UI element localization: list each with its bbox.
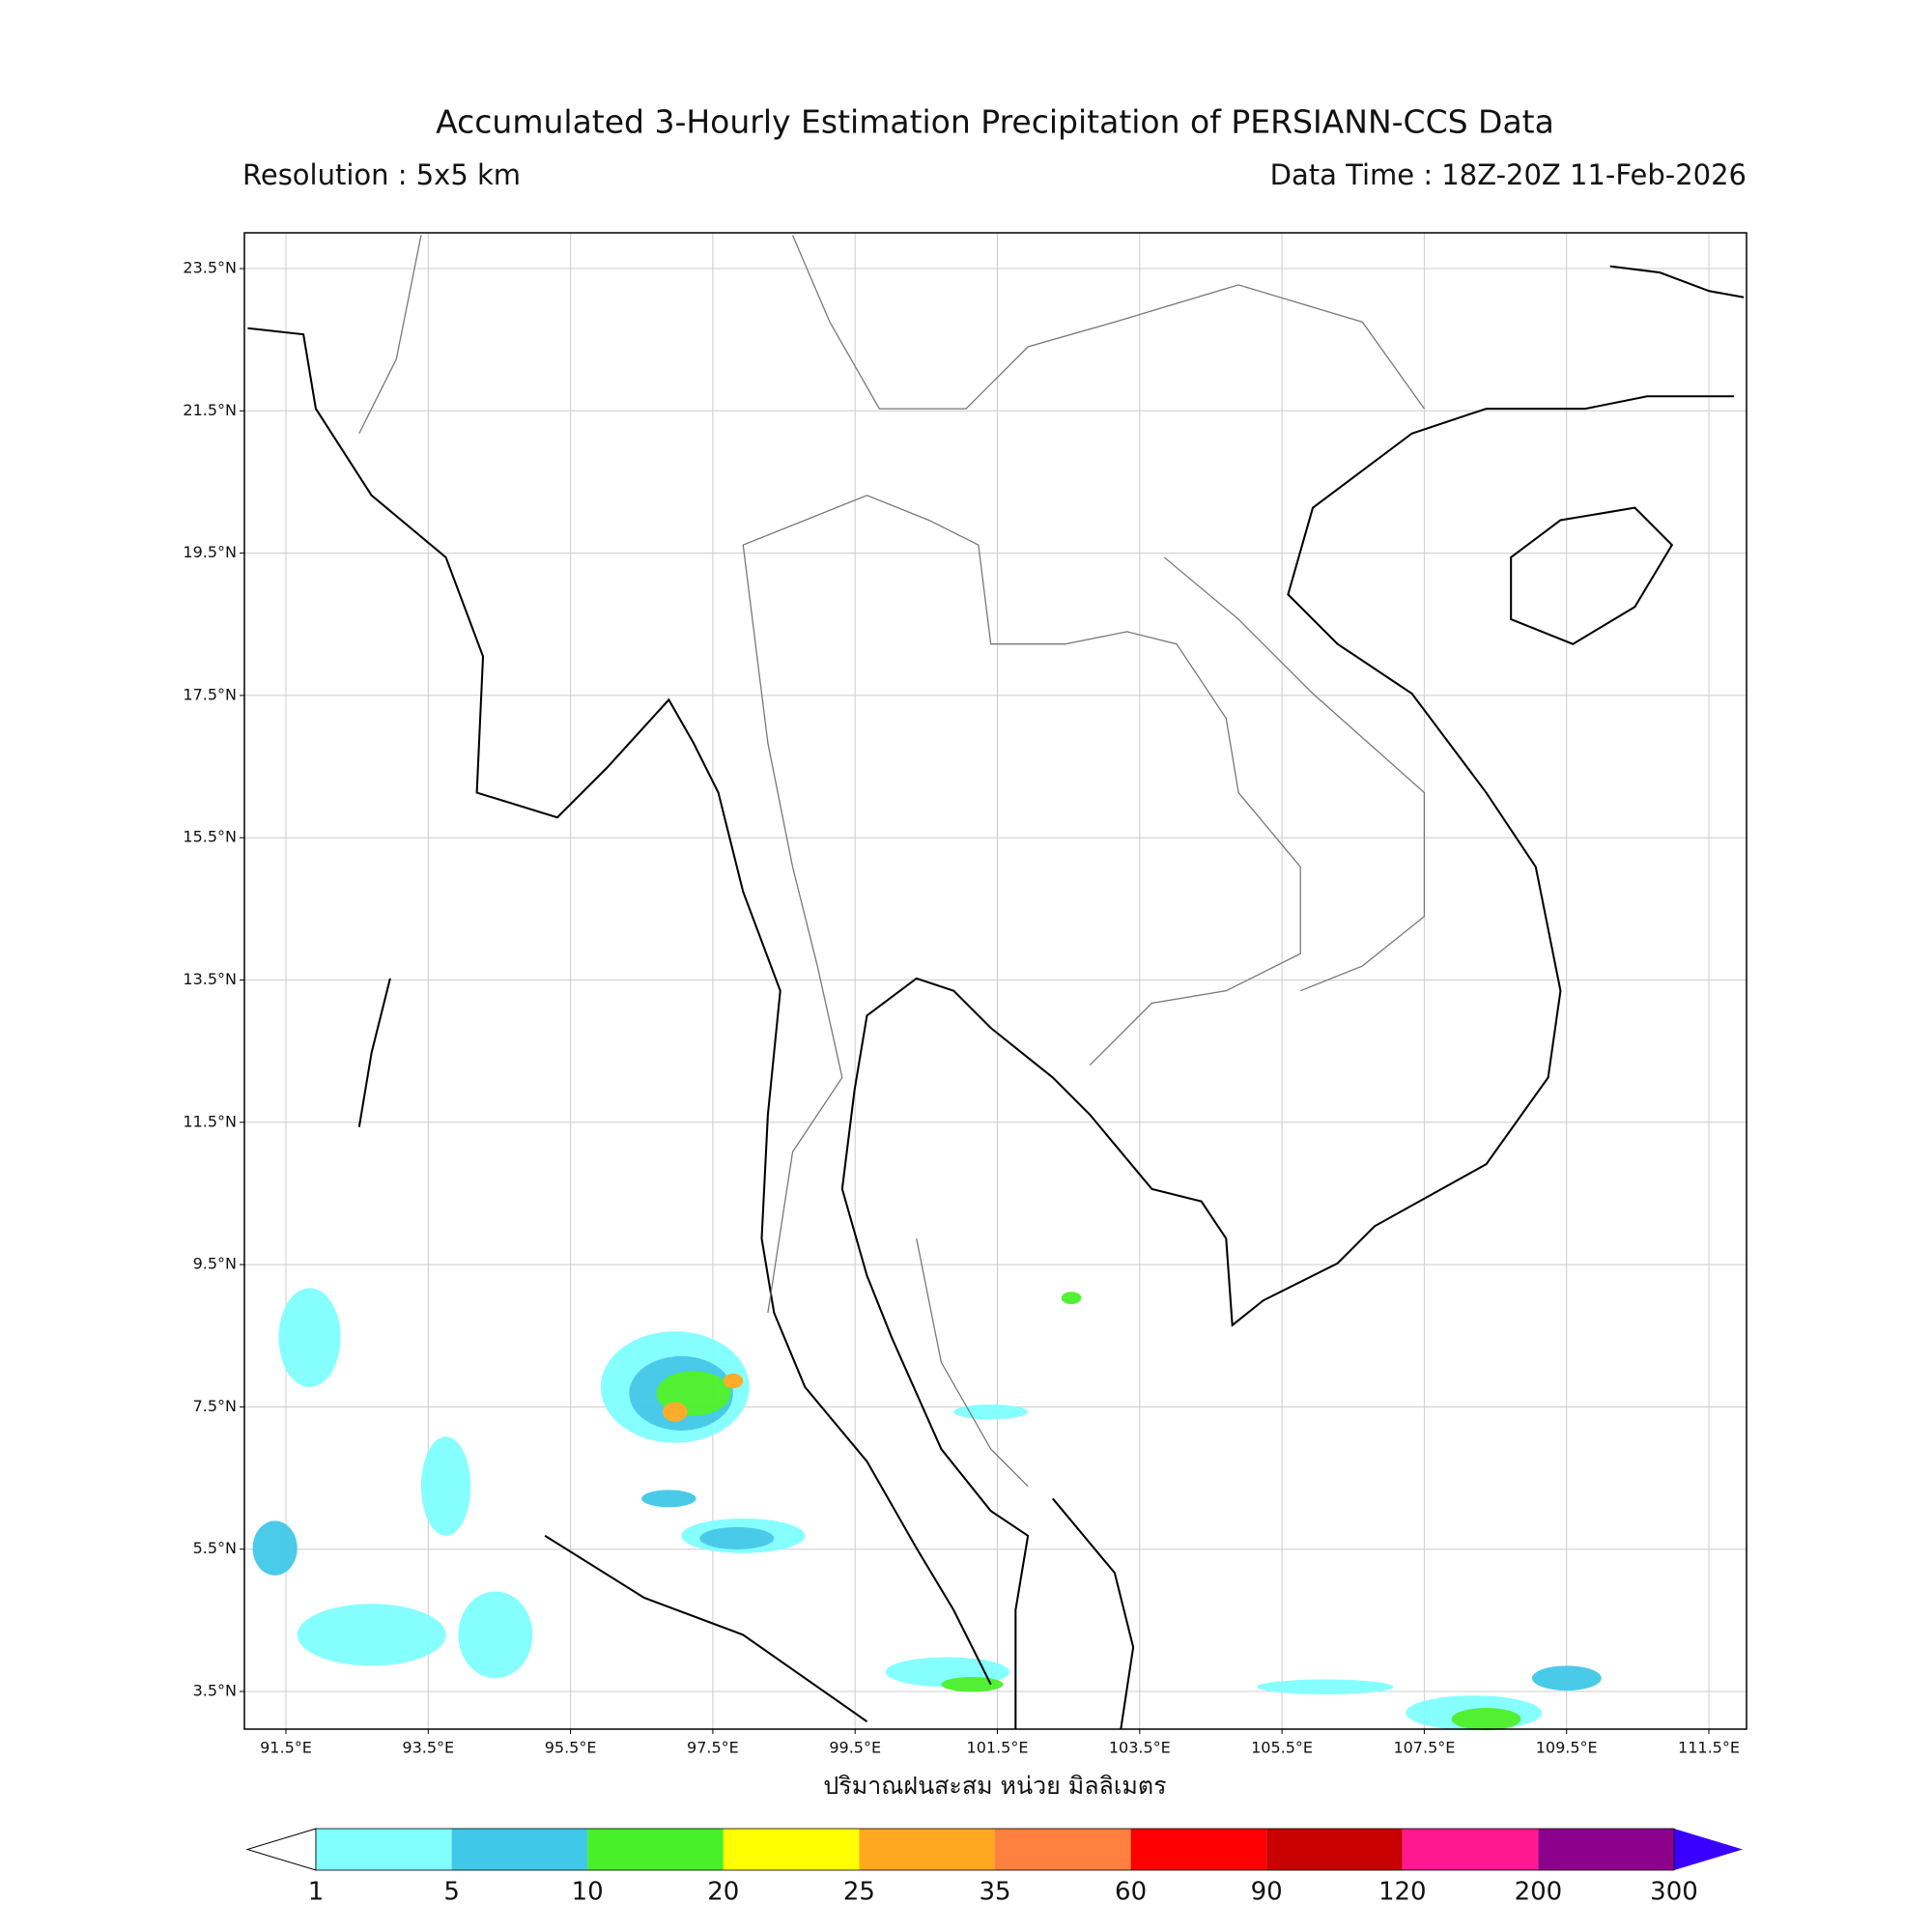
colorbar-label: 300 [1650,1878,1698,1907]
colorbar-label: 60 [1115,1878,1147,1907]
lat-tick-label: 11.5°N [183,1112,237,1130]
colorbar-box [1402,1829,1539,1870]
colorbar-label: 90 [1251,1878,1283,1907]
lon-tick-label: 99.5°E [829,1739,881,1757]
colorbar-label: 35 [979,1878,1010,1907]
lat-tick-label: 17.5°N [183,685,237,703]
colorbar-box [1538,1829,1674,1870]
lon-tick-label: 109.5°E [1536,1739,1598,1757]
colorbar-box [995,1829,1131,1870]
colorbar-box [587,1829,724,1870]
colorbar-outline [315,1828,1675,1871]
lon-tick-label: 103.5°E [1109,1739,1171,1757]
colorbar-box [723,1829,860,1870]
lon-tick-label: 95.5°E [545,1739,597,1757]
colorbar-over [1674,1829,1743,1870]
lat-tick-label: 9.5°N [193,1255,237,1273]
colorbar-box [1266,1829,1403,1870]
colorbar-box [316,1829,452,1870]
lon-tick-label: 93.5°E [402,1739,454,1757]
colorbar-label: 200 [1515,1878,1563,1907]
colorbar-label: 1 [308,1878,325,1907]
title: Accumulated 3-Hourly Estimation Precipit… [436,103,1554,141]
lon-tick-label: 101.5°E [967,1739,1029,1757]
lat-tick-label: 21.5°N [183,401,237,419]
lat-tick-label: 19.5°N [183,543,237,561]
lat-tick-label: 15.5°N [183,828,237,846]
colorbar-label: 10 [572,1878,604,1907]
colorbar-label: 20 [707,1878,739,1907]
lat-tick-label: 13.5°N [183,970,237,988]
colorbar-label: 120 [1378,1878,1427,1907]
lon-tick-label: 111.5°E [1678,1739,1740,1757]
geography [247,235,1745,1731]
lat-tick-label: 5.5°N [193,1539,237,1557]
x-axis-label: ปริมาณฝนสะสม หน่วย มิลลิเมตร [823,1772,1166,1800]
data-time: Data Time : 18Z-20Z 11-Feb-2026 [1270,158,1747,191]
map-frame [243,232,1747,1730]
colorbar-box [859,1829,995,1870]
colorbar-label: 25 [843,1878,875,1907]
lon-tick-label: 97.5°E [687,1739,739,1757]
lon-tick-label: 107.5°E [1393,1739,1455,1757]
colorbar-box [1130,1829,1267,1870]
colorbar-label: 5 [443,1878,460,1907]
lon-tick-label: 105.5°E [1251,1739,1313,1757]
resolution: Resolution : 5x5 km [242,158,521,191]
colorbar-under [245,1828,317,1871]
lat-tick-label: 3.5°N [193,1682,237,1700]
lat-tick-label: 7.5°N [193,1397,237,1415]
colorbar-box [451,1829,588,1870]
colorbar: 1 5 10 20 25 35 60 90 120 200 300 [245,1828,1743,1907]
lon-tick-label: 91.5°E [260,1739,312,1757]
rain-areas [252,1288,1602,1731]
graticule: 23.5°N 21.5°N 19.5°N 17.5°N 15.5°N 13.5°N 11.5… [183,233,1747,1757]
lat-tick-label: 23.5°N [183,259,237,277]
